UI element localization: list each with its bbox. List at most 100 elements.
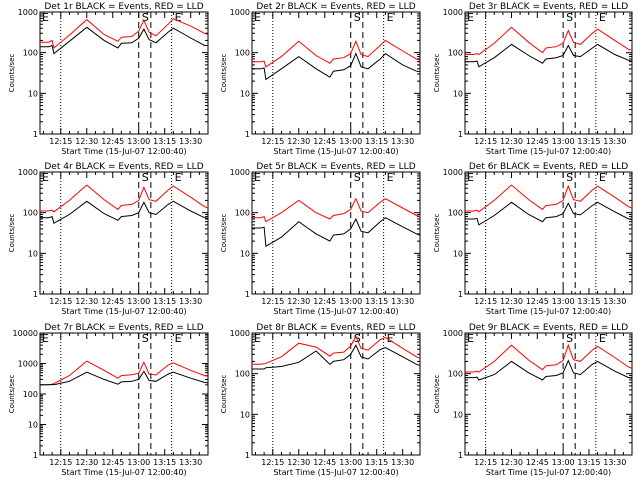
x-tick-label: 12:30 (287, 297, 310, 306)
plot-frame (251, 11, 421, 135)
y-tick-label: 10 (240, 249, 250, 258)
panel-5: Det 5r BLACK = Events, RED = LLD 1 10 100 10… (220, 162, 421, 316)
panel-title: Det 3r BLACK = Events, RED = LLD (469, 2, 628, 12)
x-axis-label: Start Time (15-Jul-07 12:00:40) (61, 147, 186, 156)
x-axis-label: Start Time (15-Jul-07 12:00:40) (61, 468, 186, 477)
x-tick-label: 12:15 (474, 458, 497, 467)
plot-frame (39, 11, 209, 135)
y-tick-label: 10 (28, 249, 38, 258)
y-tick-label: 10 (240, 89, 250, 98)
y-tick-label: 100 (235, 49, 250, 58)
x-tick-label: 12:30 (500, 458, 523, 467)
lld-series-line (40, 18, 209, 49)
x-tick-label: 12:45 (313, 297, 336, 306)
x-tick-label: 13:15 (153, 458, 176, 467)
panel-title: Det 8r BLACK = Events, RED = LLD (256, 323, 415, 333)
corner-label-e: E (42, 11, 49, 24)
corner-label-e2: E (387, 11, 394, 24)
x-axis-label: Start Time (15-Jul-07 12:00:40) (486, 307, 611, 316)
y-tick-label: 1000 (18, 360, 38, 369)
y-tick-label: 1000 (18, 168, 38, 177)
y-tick-label: 100 (23, 49, 38, 58)
corner-label-e2: E (175, 332, 182, 345)
lld-series-line (252, 197, 421, 223)
x-tick-label: 13:00 (552, 458, 575, 467)
events-series-line (40, 370, 209, 386)
y-tick-label: 1 (245, 290, 250, 299)
x-tick-label: 12:30 (75, 297, 98, 306)
x-tick-label: 13:30 (603, 297, 626, 306)
corner-label-s: S (566, 332, 573, 345)
corner-label-e: E (467, 11, 474, 24)
corner-label-e: E (254, 171, 261, 184)
y-tick-label: 100 (448, 49, 463, 58)
corner-label-s: S (354, 171, 361, 184)
x-tick-label: 12:15 (261, 297, 284, 306)
panel-title: Det 5r BLACK = Events, RED = LLD (256, 162, 415, 172)
y-tick-label: 1000 (230, 8, 250, 17)
x-tick-label: 12:15 (261, 458, 284, 467)
x-tick-label: 12:15 (474, 137, 497, 146)
x-tick-label: 12:15 (49, 137, 72, 146)
corner-label-s: S (142, 171, 149, 184)
y-tick-label: 10 (453, 89, 463, 98)
x-tick-label: 12:45 (526, 458, 549, 467)
corner-label-e: E (467, 332, 474, 345)
plot-frame (464, 11, 633, 135)
y-tick-label: 100 (235, 209, 250, 218)
y-tick-label: 1 (33, 290, 38, 299)
y-tick-label: 100 (448, 209, 463, 218)
y-axis-label: Counts/sec (8, 375, 16, 414)
x-tick-label: 12:45 (313, 458, 336, 467)
events-series-line (252, 344, 421, 370)
corner-label-s: S (142, 11, 149, 24)
y-tick-label: 100 (23, 209, 38, 218)
panel-4: Det 4r BLACK = Events, RED = LLD 1 10 100 10… (8, 162, 209, 316)
y-tick-label: 1000 (443, 329, 463, 338)
x-tick-label: 12:15 (261, 137, 284, 146)
x-tick-label: 13:00 (339, 297, 362, 306)
y-tick-label: 1000 (18, 8, 38, 17)
corner-label-e: E (254, 11, 261, 24)
x-tick-label: 13:30 (391, 137, 414, 146)
corner-label-e2: E (599, 332, 606, 345)
x-tick-label: 12:45 (526, 137, 549, 146)
x-tick-label: 13:00 (127, 297, 150, 306)
plot-frame (39, 332, 209, 456)
y-tick-label: 10 (28, 89, 38, 98)
lld-series-line (40, 360, 209, 386)
x-tick-label: 13:00 (552, 297, 575, 306)
x-tick-label: 12:30 (75, 137, 98, 146)
x-tick-label: 13:30 (391, 458, 414, 467)
x-tick-label: 12:45 (101, 297, 124, 306)
x-axis-label: Start Time (15-Jul-07 12:00:40) (486, 147, 611, 156)
lld-series-line (465, 343, 633, 373)
panel-8: Det 8r BLACK = Events, RED = LLD 1 10 100 10… (220, 323, 421, 477)
y-tick-label: 1000 (443, 8, 463, 17)
corner-label-e2: E (175, 171, 182, 184)
x-tick-label: 13:30 (179, 137, 202, 146)
events-series-line (465, 201, 633, 226)
y-axis-label: Counts/sec (220, 214, 228, 253)
panel-6: Det 6r BLACK = Events, RED = LLD 1 10 100 10… (433, 162, 633, 316)
plot-frame (251, 171, 421, 295)
y-axis-label: Counts/sec (433, 375, 441, 414)
x-tick-label: 12:45 (101, 458, 124, 467)
y-tick-label: 100 (448, 370, 463, 379)
x-tick-label: 13:15 (577, 297, 600, 306)
y-tick-label: 1000 (230, 329, 250, 338)
x-tick-label: 13:00 (339, 137, 362, 146)
y-tick-label: 10 (453, 410, 463, 419)
events-series-line (465, 43, 633, 68)
x-tick-label: 13:30 (179, 297, 202, 306)
x-tick-label: 13:00 (339, 458, 362, 467)
panel-title: Det 9r BLACK = Events, RED = LLD (469, 323, 628, 333)
y-tick-label: 1 (458, 290, 463, 299)
lld-series-line (252, 335, 421, 365)
panel-title: Det 4r BLACK = Events, RED = LLD (44, 162, 203, 172)
x-axis-label: Start Time (15-Jul-07 12:00:40) (486, 468, 611, 477)
y-tick-label: 1 (458, 451, 463, 460)
x-tick-label: 12:15 (474, 297, 497, 306)
x-tick-label: 12:30 (287, 137, 310, 146)
